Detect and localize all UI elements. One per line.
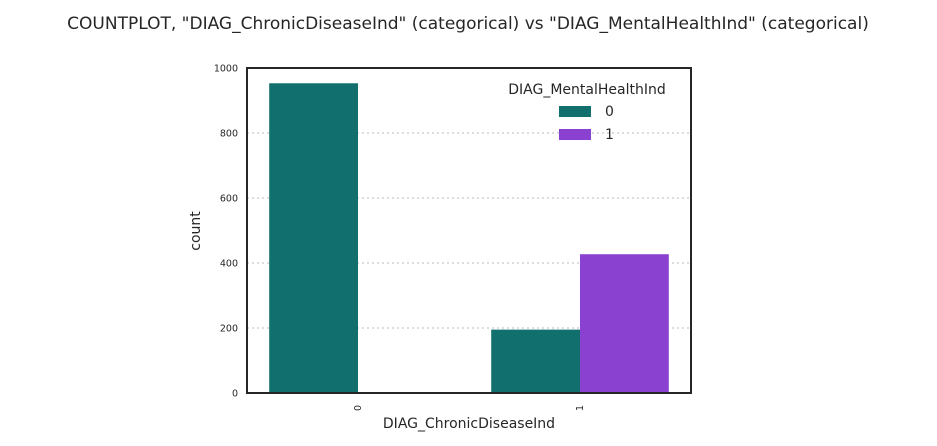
y-tick-label: 600 (220, 194, 238, 205)
y-tick-label: 1000 (214, 64, 238, 75)
chart-title: COUNTPLOT, "DIAG_ChronicDiseaseInd" (cat… (67, 14, 869, 34)
y-axis-label: count (188, 211, 204, 251)
y-tick-labels: 0 200 400 600 800 1000 (214, 64, 238, 400)
legend: DIAG_MentalHealthInd 01 (508, 82, 665, 143)
bar-0-series-0 (269, 83, 358, 394)
y-tick-label: 200 (220, 324, 238, 335)
bars (269, 83, 669, 394)
bar-1-series-1 (580, 254, 669, 393)
y-tick-label: 0 (232, 389, 238, 400)
x-tick-label: 1 (575, 405, 586, 411)
legend-title: DIAG_MentalHealthInd (508, 82, 665, 98)
bar-1-series-0 (491, 329, 580, 393)
x-axis-label: DIAG_ChronicDiseaseInd (383, 416, 555, 432)
legend-label: 1 (605, 127, 614, 143)
x-tick-label: 0 (353, 405, 364, 411)
legend-swatch (559, 129, 591, 140)
plot-frame (246, 67, 692, 394)
legend-items: 01 (559, 104, 614, 143)
y-tick-label: 400 (220, 259, 238, 270)
y-tick-label: 800 (220, 129, 238, 140)
legend-swatch (559, 106, 591, 117)
legend-label: 0 (605, 104, 614, 120)
